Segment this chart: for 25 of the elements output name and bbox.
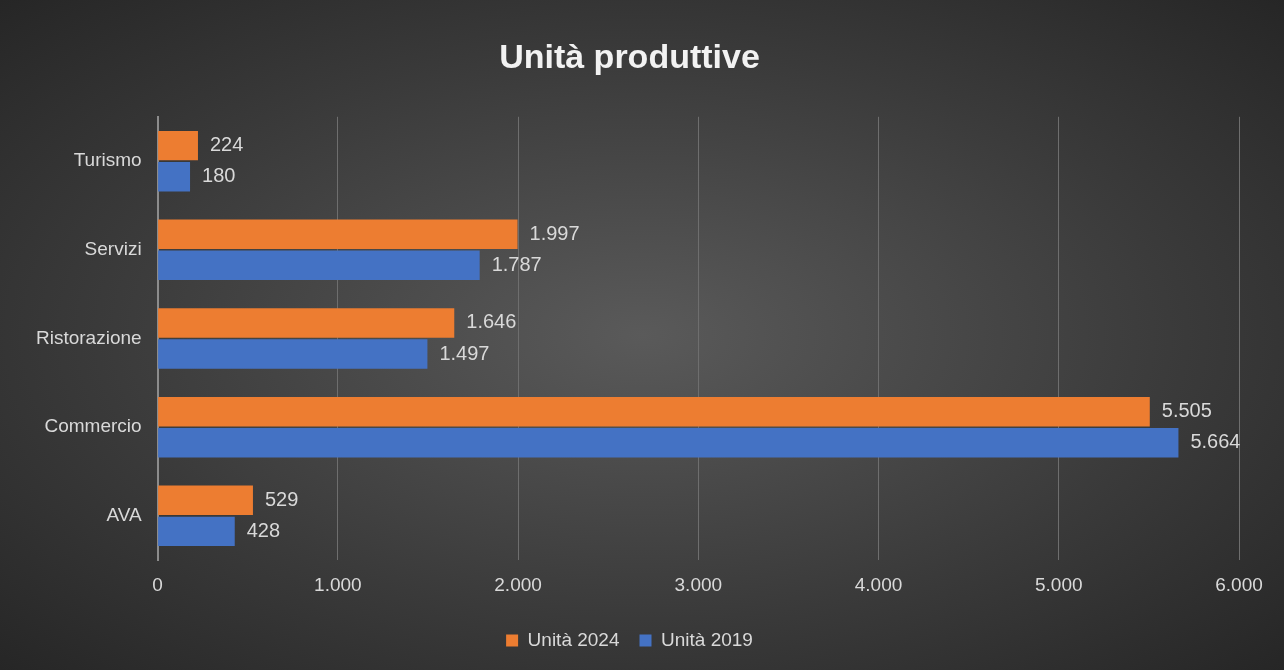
y-tick-label: Servizi xyxy=(84,238,142,260)
data-label: 1.997 xyxy=(529,221,580,244)
y-tick-label: AVA xyxy=(106,504,142,526)
x-tick-label: 0 xyxy=(152,573,163,595)
x-tick-label: 3.000 xyxy=(674,573,723,595)
data-label: 5.664 xyxy=(1190,430,1241,453)
y-tick-label: Turismo xyxy=(73,149,142,171)
data-label: 1.497 xyxy=(439,341,490,364)
x-tick-label: 5.000 xyxy=(1034,573,1083,595)
data-label: 1.787 xyxy=(491,252,542,275)
data-label: 224 xyxy=(209,133,244,156)
chart-title: Unità produttive xyxy=(499,36,760,75)
x-tick-label: 6.000 xyxy=(1215,573,1263,595)
x-tick-label: 2.000 xyxy=(494,573,542,595)
data-label: 180 xyxy=(202,164,236,187)
legend-label: Unità 2024 xyxy=(527,628,620,650)
y-tick-label: Ristorazione xyxy=(35,326,142,348)
y-tick-label: Commercio xyxy=(44,415,142,437)
data-label: 428 xyxy=(246,518,281,541)
legend-label: Unità 2019 xyxy=(661,628,753,650)
x-tick-label: 4.000 xyxy=(854,573,903,595)
x-tick-label: 1.000 xyxy=(314,573,362,595)
data-label: 529 xyxy=(264,487,299,510)
data-label: 1.646 xyxy=(466,310,517,333)
data-label: 5.505 xyxy=(1161,399,1212,422)
